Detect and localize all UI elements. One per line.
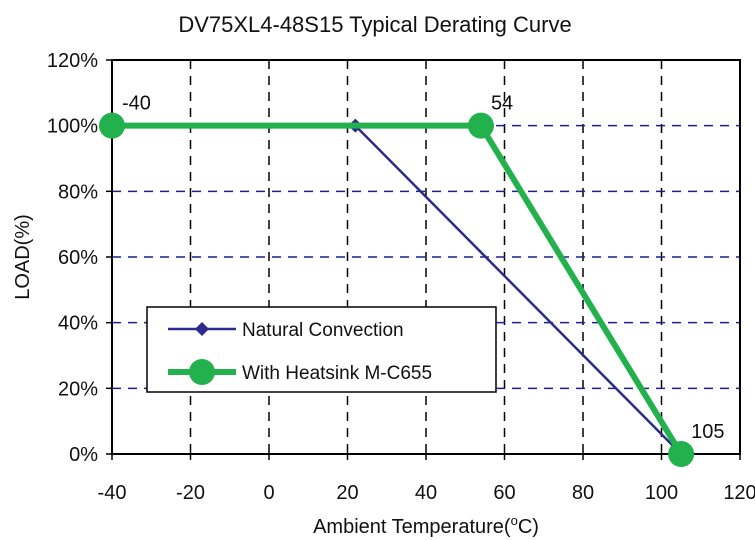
legend-marker: [195, 322, 209, 336]
y-tick-label: 20%: [58, 378, 98, 400]
y-tick-label: 100%: [47, 116, 98, 138]
x-axis-label: Ambient Temperature(oC): [313, 513, 539, 538]
y-tick-label: 120%: [47, 50, 98, 72]
series-layer: [99, 112, 695, 467]
y-tick-label: 0%: [69, 444, 98, 466]
x-tick-label: -20: [176, 482, 205, 504]
y-tick-label: 80%: [58, 181, 98, 203]
y-axis-ticks: 0% 20% 40% 60% 80% 100% 120%: [47, 50, 112, 466]
point-annotation: 54: [491, 93, 513, 115]
legend-label: Natural Convection: [242, 320, 404, 341]
data-point: [668, 441, 695, 467]
data-point: [467, 112, 494, 139]
y-tick-label: 40%: [58, 313, 98, 335]
legend-marker: [189, 359, 215, 385]
x-tick-label: 40: [415, 482, 437, 504]
y-axis-label: LOAD(%): [12, 214, 34, 300]
chart-title: DV75XL4-48S15 Typical Derating Curve: [178, 12, 571, 37]
series-line-0: [354, 124, 683, 455]
x-axis-ticks: -40 -20 0 20 40 60 80 100 120: [98, 454, 755, 504]
point-annotation: 105: [691, 421, 724, 443]
data-point: [99, 112, 125, 139]
x-tick-label: 120: [723, 482, 755, 504]
x-tick-label: 80: [572, 482, 594, 504]
annotations: -40 54 105: [122, 93, 725, 443]
legend: Natural Convection With Heatsink M-C655: [146, 306, 497, 393]
series-line-1: [112, 122, 684, 456]
legend-label: With Heatsink M-C655: [242, 363, 432, 384]
x-tick-label: 60: [493, 482, 515, 504]
x-tick-label: 20: [336, 482, 358, 504]
x-tick-label: 100: [645, 482, 678, 504]
x-tick-label: 0: [263, 482, 274, 504]
y-tick-label: 60%: [58, 247, 98, 269]
point-annotation: -40: [122, 93, 151, 115]
x-tick-label: -40: [98, 482, 127, 504]
